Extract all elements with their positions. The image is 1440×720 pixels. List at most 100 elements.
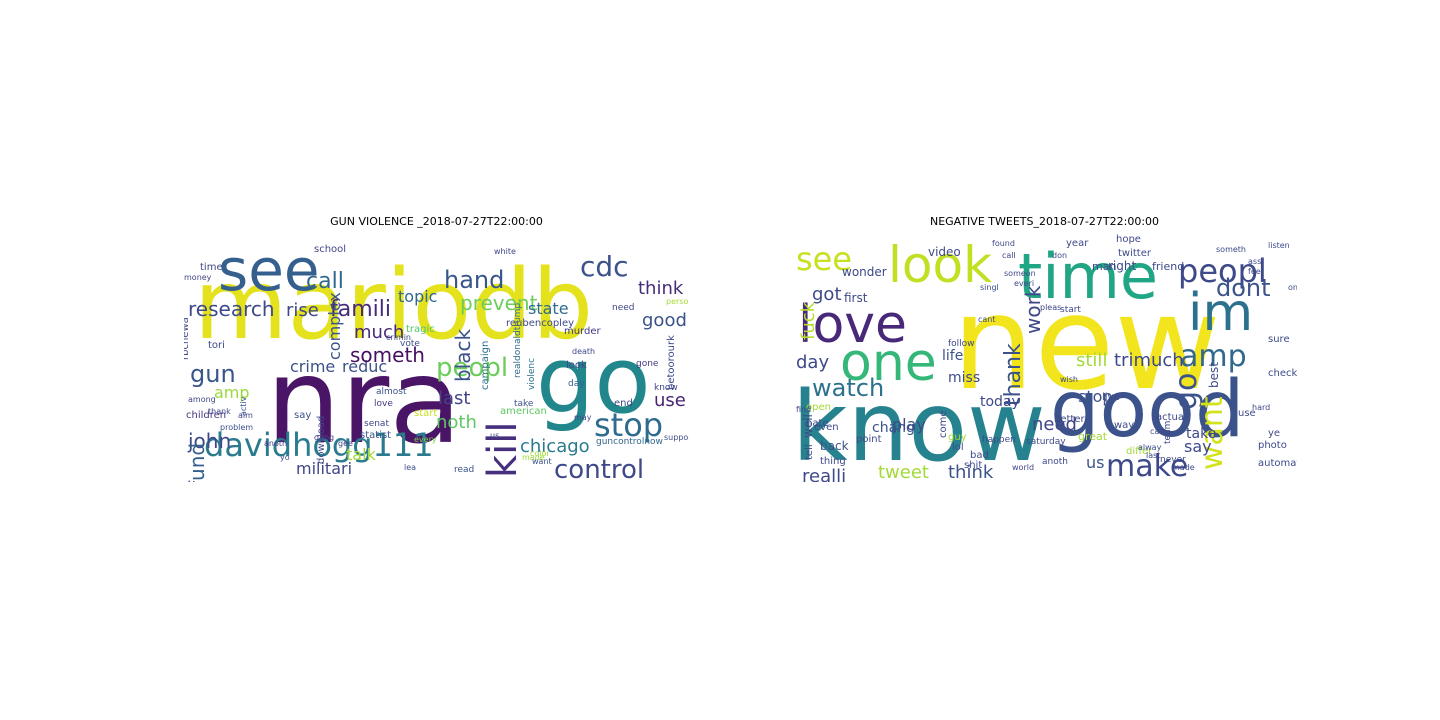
word-vote: vote [400,339,420,349]
word-stop: stop [1078,387,1113,406]
word-prevent: prevent [460,291,538,315]
word-militari: militari [296,459,352,478]
word-much: much [354,322,404,343]
word-thank: thank [208,407,231,416]
word-lol: lol [952,442,964,453]
word-miss: miss [948,370,980,386]
gun-violence-wordcloud-panel: GUN VIOLENCE _2018-07-27T22:00:00 mariod… [184,215,689,482]
word-think: think [638,278,684,299]
word-right: right [1108,259,1136,273]
word-peopl: peopl [436,353,508,383]
word-download: download [316,416,327,464]
word-singl: singl [980,283,999,292]
word-im: im [1188,283,1253,343]
word-thank: thank [1001,343,1026,406]
word-last: last [438,388,470,409]
word-gone: gone [636,359,659,369]
word-made: made [1172,463,1195,472]
word-go: go [536,327,651,434]
word-photo: photo [1258,440,1287,451]
word-love: love [798,295,907,355]
word-know: know [792,371,1046,482]
word-good: good [642,310,687,331]
word-see: see [796,240,852,278]
word-someon: someon [1004,269,1036,278]
word-made: made [522,453,545,462]
word-yo: yo [280,453,290,462]
word-guncontrolnow: guncontrolnow [596,437,663,447]
word-reubencopley: reubencopley [506,318,574,329]
word-person: person [666,297,689,306]
word-back: back [820,439,849,453]
word-senat: senat [364,419,389,429]
word-famili: famili [330,297,391,322]
gun-violence-wordcloud: mariodb nra go see davidhogg111 cdc call hand fa… [184,230,689,482]
word-children: children [186,410,226,421]
word-call: call [306,269,344,294]
word-topic: topic [398,287,437,306]
word-mariodb: mariodb [194,249,593,361]
word-rbcnewa: rbcnewa [184,317,191,360]
word-every: every [414,435,437,444]
word-take: take [514,399,534,409]
word-man: man [1092,260,1116,273]
word-gang: gang [314,433,334,442]
word-make: make [1106,449,1188,482]
word-tori: tori [208,340,225,351]
word-amp: amp [1180,339,1247,374]
word-among: among [188,395,216,404]
word-day: day [796,352,829,373]
word-statist: statist [360,430,391,441]
word-dont: dont [1216,274,1271,302]
word-read: read [454,465,474,475]
word-want: want [532,457,552,466]
word-well: well [801,414,815,438]
word-call: call [1002,251,1016,260]
word-time: time [200,262,223,273]
negative-tweets-wordcloud-panel: NEGATIVE TWEETS_2018-07-27T22:00:00 new k… [792,215,1297,482]
word-control: control [554,455,644,482]
word-pleas: pleas [1040,303,1061,312]
word-day: day [568,379,585,389]
word-way: way [1114,420,1134,431]
word-fuck: fuck [798,301,819,340]
word-anoth: anoth [264,439,287,448]
word-know: know [654,383,678,393]
word-everi: everi [1014,279,1034,288]
word-follow: follow [948,339,975,349]
word-tell: tell [804,444,815,460]
word-team: team [1163,421,1173,444]
word-cdc: cdc [580,250,629,283]
word-think: think [948,462,994,482]
word-tweet: tweet [878,462,929,482]
word-need: need [612,303,635,313]
word-wish: wish [1060,375,1078,384]
word-fund: fund [185,443,209,482]
word-may: may [574,413,592,422]
word-listen: listen [1268,241,1290,250]
word-use: use [654,390,686,411]
word-hand: hand [444,266,504,294]
word-guy: guy [948,432,967,443]
word-first: first [844,291,868,305]
word-talk: talk [346,445,377,464]
word-great: great [1078,430,1108,443]
word-find: find [796,405,811,414]
word-shit: shit [964,460,982,471]
word-friend: friend [1152,260,1184,273]
word-time: time [1018,240,1158,313]
word-someth: someth [1216,245,1246,254]
word-rise: rise [286,300,319,321]
word-start: start [414,408,437,419]
word-amp: amp [214,383,250,402]
word-someth: someth [350,343,425,367]
word-go: go [1169,373,1204,410]
word-new: new [952,267,1221,419]
word-good: good [1050,365,1244,455]
word-end: end [614,398,633,409]
word-complex: complex [325,292,344,360]
word-life: life [942,348,963,364]
word-stop: stop [594,406,663,444]
word-use: use [1238,408,1256,419]
